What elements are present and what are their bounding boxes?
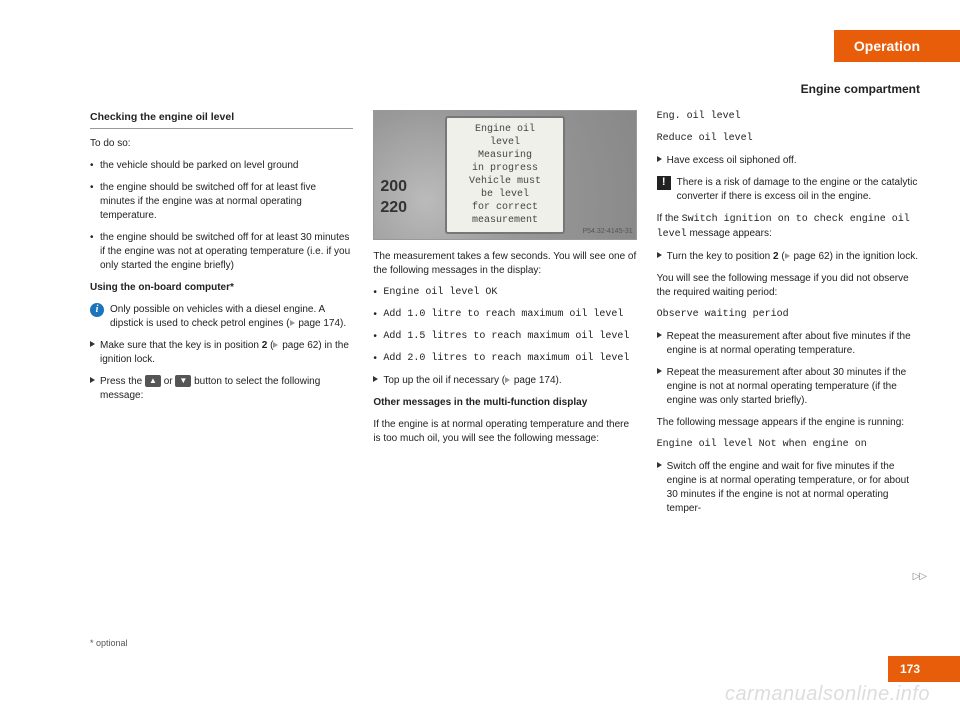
display-msg: Reduce oil level: [657, 132, 920, 146]
display-msg: Engine oil level OK: [383, 286, 497, 300]
step-text: Repeat the measurement after about five …: [667, 330, 920, 358]
bullet-text: the engine should be switched off for at…: [100, 231, 353, 273]
bullet-text: the vehicle should be parked on level gr…: [100, 159, 298, 173]
step-item: Make sure that the key is in position 2 …: [90, 339, 353, 367]
column-1: Checking the engine oil level To do so: …: [90, 110, 353, 524]
step-item: Have excess oil siphoned off.: [657, 154, 920, 168]
list-item: •Add 2.0 litres to reach maximum oil lev…: [373, 352, 636, 366]
info-note: i Only possible on vehicles with a diese…: [90, 303, 353, 331]
body-text: The following message appears if the eng…: [657, 416, 920, 430]
step-item: Turn the key to position 2 ( page 62) in…: [657, 250, 920, 264]
body-text: If the Switch ignition on to check engin…: [657, 212, 920, 242]
display-message-box: Engine oil level Measuring in progress V…: [445, 116, 565, 234]
heading-check-oil: Checking the engine oil level: [90, 110, 353, 129]
watermark: carmanualsonline.info: [725, 683, 930, 706]
display-msg: Add 1.0 litre to reach maximum oil level: [383, 308, 623, 322]
list-item: •the engine should be switched off for a…: [90, 231, 353, 273]
column-3: Eng. oil level Reduce oil level Have exc…: [657, 110, 920, 524]
body-text: The measurement takes a few seconds. You…: [373, 250, 636, 278]
display-msg: Add 1.5 litres to reach maximum oil leve…: [383, 330, 629, 344]
list-item: •Add 1.0 litre to reach maximum oil leve…: [373, 308, 636, 322]
body-text: You will see the following message if yo…: [657, 272, 920, 300]
gauge-numbers: 200 220: [380, 177, 407, 219]
bullet-text: the engine should be switched off for at…: [100, 181, 353, 223]
step-text: Press the ▲ or ▼ button to select the fo…: [100, 375, 353, 403]
step-text: Turn the key to position 2 ( page 62) in…: [667, 250, 918, 264]
subsection-header: Engine compartment: [801, 82, 920, 96]
info-icon: i: [90, 303, 104, 317]
continuation-icon: ▷▷: [913, 571, 926, 582]
step-item: Repeat the measurement after about 30 mi…: [657, 366, 920, 408]
image-code: P54.32-4145-31: [582, 227, 632, 237]
list-item: •the engine should be switched off for a…: [90, 181, 353, 223]
body-text: If the engine is at normal operating tem…: [373, 418, 636, 446]
step-item: Top up the oil if necessary ( page 174).: [373, 374, 636, 388]
display-msg: Observe waiting period: [657, 308, 920, 322]
step-item: Repeat the measurement after about five …: [657, 330, 920, 358]
warning-icon: !: [657, 176, 671, 190]
section-header: Operation: [834, 30, 960, 62]
warning-note: ! There is a risk of damage to the engin…: [657, 176, 920, 204]
column-2: 200 220 Engine oil level Measuring in pr…: [373, 110, 636, 524]
step-text: Switch off the engine and wait for five …: [667, 460, 920, 516]
warning-text: There is a risk of damage to the engine …: [677, 176, 920, 204]
list-item: •Engine oil level OK: [373, 286, 636, 300]
step-text: Top up the oil if necessary ( page 174).: [383, 374, 561, 388]
display-msg: Eng. oil level: [657, 110, 920, 124]
step-text: Have excess oil siphoned off.: [667, 154, 797, 168]
intro-text: To do so:: [90, 137, 353, 151]
step-item: Press the ▲ or ▼ button to select the fo…: [90, 375, 353, 403]
up-button-icon: ▲: [145, 375, 161, 387]
list-item: •Add 1.5 litres to reach maximum oil lev…: [373, 330, 636, 344]
step-text: Make sure that the key is in position 2 …: [100, 339, 353, 367]
instrument-display-image: 200 220 Engine oil level Measuring in pr…: [373, 110, 636, 240]
step-item: Switch off the engine and wait for five …: [657, 460, 920, 516]
subheading-other-msgs: Other messages in the multi-function dis…: [373, 396, 636, 410]
display-msg: Engine oil level Not when engine on: [657, 438, 920, 452]
info-text: Only possible on vehicles with a diesel …: [110, 303, 353, 331]
main-content: Checking the engine oil level To do so: …: [90, 110, 920, 524]
step-text: Repeat the measurement after about 30 mi…: [667, 366, 920, 408]
subheading-onboard: Using the on-board computer*: [90, 281, 353, 295]
page-number: 173: [888, 656, 960, 682]
display-msg: Add 2.0 litres to reach maximum oil leve…: [383, 352, 629, 366]
footnote: * optional: [90, 638, 128, 648]
list-item: •the vehicle should be parked on level g…: [90, 159, 353, 173]
down-button-icon: ▼: [175, 375, 191, 387]
